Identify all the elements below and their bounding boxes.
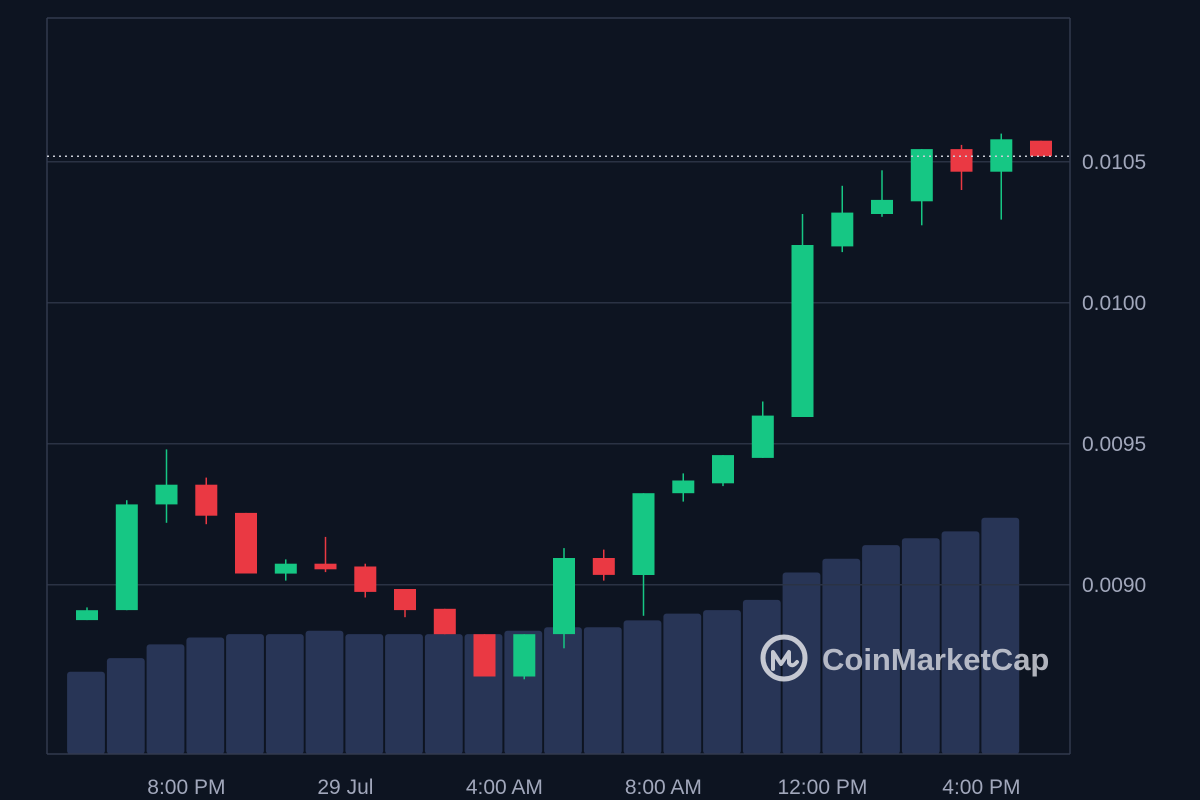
candle-down[interactable] [950, 144, 973, 190]
volume-bar [703, 610, 741, 754]
x-tick-label: 4:00 AM [466, 776, 543, 799]
candle-down[interactable] [473, 634, 496, 677]
candle-body [871, 199, 893, 214]
candle-down[interactable] [195, 477, 218, 525]
candle-body [235, 512, 257, 574]
candle-up[interactable] [553, 548, 575, 649]
candle-body [433, 608, 456, 635]
volume-bar [305, 630, 344, 754]
y-axis-labels: 0.0090 0.0095 0.0100 0.0105 [1082, 151, 1146, 597]
watermark-text: CoinMarketCap [822, 642, 1049, 677]
candle-down[interactable] [354, 563, 377, 598]
candle-down[interactable] [433, 608, 456, 635]
candle-up[interactable] [791, 214, 814, 417]
candle-down[interactable] [235, 512, 257, 574]
x-tick-label: 29 Jul [317, 776, 373, 799]
volume-bar [424, 634, 463, 754]
candle-body [513, 634, 536, 677]
volume-bar [782, 572, 821, 754]
candle-up[interactable] [871, 170, 893, 217]
candle-body [1030, 140, 1052, 157]
candle-down[interactable] [592, 549, 615, 581]
coinmarketcap-logo-icon [760, 634, 808, 682]
y-tick-label: 0.0100 [1082, 292, 1146, 315]
volume-bar [822, 558, 861, 754]
volume-bar [385, 634, 423, 754]
candle-body [394, 589, 416, 611]
candle-body [553, 558, 575, 635]
candlesticks[interactable] [76, 133, 1052, 680]
candle-up[interactable] [632, 493, 655, 616]
candle-down[interactable] [394, 589, 416, 618]
volume-bar [226, 634, 264, 754]
volume-bar [623, 620, 662, 754]
candle-body [314, 563, 337, 570]
candle-body [910, 149, 933, 202]
volume-bar [67, 671, 105, 754]
candle-up[interactable] [76, 607, 98, 621]
x-axis-labels: 8:00 PM 29 Jul 4:00 AM 8:00 AM 12:00 PM 4:00 … [147, 776, 1020, 799]
x-tick-label: 12:00 PM [777, 776, 867, 799]
candle-up[interactable] [672, 473, 695, 502]
candle-body [76, 610, 98, 621]
candle-body [354, 566, 377, 592]
candle-up[interactable] [751, 401, 774, 458]
volume-bar [941, 531, 980, 754]
candle-up[interactable] [155, 449, 178, 523]
candle-body [115, 504, 138, 611]
volume-bar [862, 545, 900, 754]
candle-body [155, 484, 178, 505]
volume-bar [265, 634, 304, 754]
candle-body [473, 634, 496, 677]
candle-up[interactable] [274, 559, 297, 581]
y-tick-label: 0.0090 [1082, 574, 1146, 597]
candle-down[interactable] [1030, 140, 1052, 157]
volume-bar [186, 637, 225, 754]
candle-body [751, 415, 774, 458]
volume-bar [663, 613, 702, 754]
y-tick-label: 0.0105 [1082, 151, 1146, 174]
volume-bar [146, 644, 185, 754]
volume-bar [106, 658, 145, 754]
volume-bar [345, 634, 384, 754]
candle-body [950, 149, 973, 172]
volume-bar [981, 517, 1020, 754]
candle-body [195, 484, 218, 516]
y-tick-label: 0.0095 [1082, 433, 1146, 456]
volume-bar [901, 538, 940, 754]
volume-bar [583, 627, 622, 754]
candle-body [274, 563, 297, 574]
candle-body [712, 455, 734, 484]
candle-body [791, 245, 814, 417]
candle-body [632, 493, 655, 575]
candle-up[interactable] [910, 149, 933, 226]
candle-up[interactable] [115, 500, 138, 611]
candle-up[interactable] [712, 455, 734, 487]
volume-bars [67, 517, 1020, 754]
volume-bar [544, 627, 582, 754]
x-tick-label: 8:00 AM [625, 776, 702, 799]
candle-body [592, 558, 615, 575]
x-tick-label: 8:00 PM [147, 776, 225, 799]
candle-up[interactable] [831, 185, 854, 253]
candle-down[interactable] [314, 536, 337, 573]
candle-up[interactable] [513, 634, 536, 680]
candle-body [831, 212, 854, 247]
x-tick-label: 4:00 PM [942, 776, 1020, 799]
candle-body [672, 480, 695, 494]
coinmarketcap-watermark: CoinMarketCap [760, 634, 1049, 682]
